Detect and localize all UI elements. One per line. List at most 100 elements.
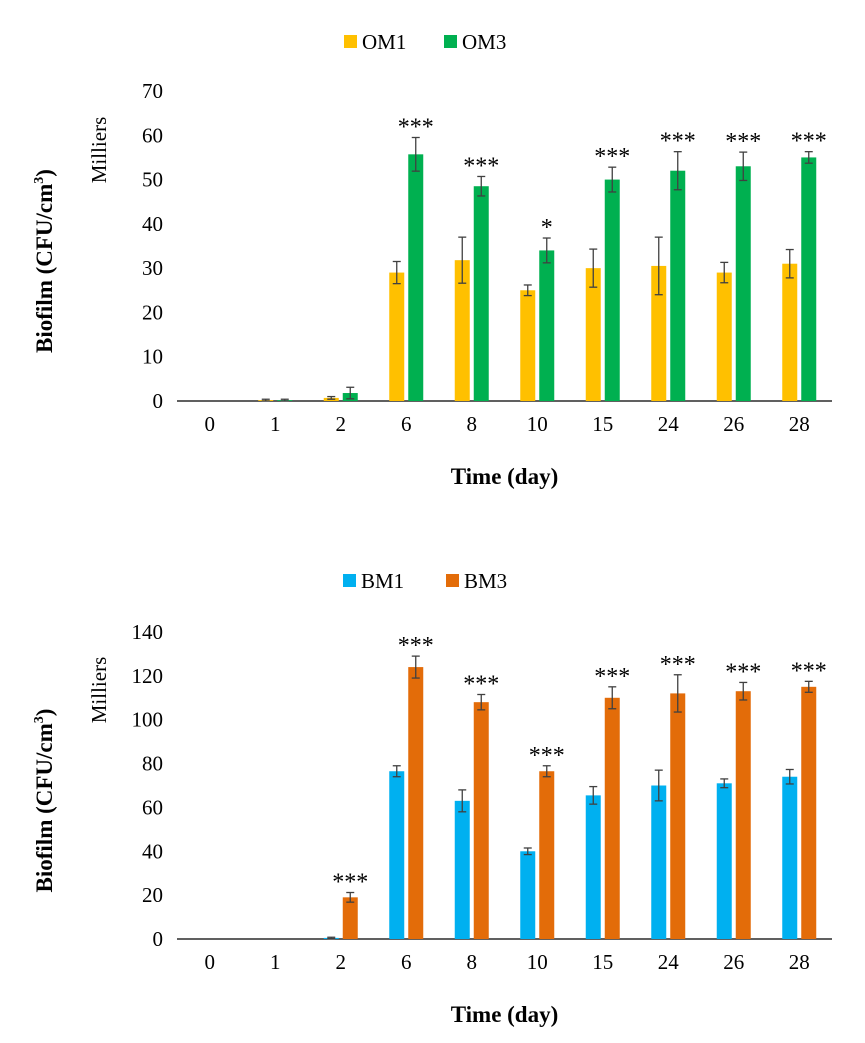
bar-om1-day-24 <box>651 265 667 401</box>
unit-label: Milliers <box>87 117 111 184</box>
unit-label: Milliers <box>87 657 111 724</box>
bar-bm1-day-26 <box>716 783 732 939</box>
bar-bm3-day-2 <box>342 897 358 939</box>
bar-om1-day-15 <box>585 268 601 401</box>
chart-bottom: 0 20 40 60 80 100 120 140 0 1 *** 2 *** 6 *** 8 *** 10 ***… <box>32 569 832 1027</box>
significance-day-2: *** <box>332 870 368 896</box>
x-tick-label: 28 <box>789 950 810 974</box>
significance-day-8: *** <box>463 153 499 179</box>
x-tick-label: 10 <box>527 412 548 436</box>
y-tick-label: 100 <box>132 708 164 732</box>
y-tick-label: 20 <box>142 300 163 324</box>
bar-om3-day-8 <box>473 186 489 401</box>
chart-top: 0 10 20 30 40 50 60 70 0 1 2 *** 6 *** 8 * 10 *** 15 *** 24 *… <box>32 30 832 489</box>
legend-swatch-om1 <box>344 35 357 48</box>
significance-day-6: *** <box>398 115 434 141</box>
significance-day-10: *** <box>529 743 565 769</box>
bar-bm3-day-8 <box>473 702 489 939</box>
x-tick-label: 8 <box>467 950 478 974</box>
bar-om3-day-26 <box>735 166 751 401</box>
significance-day-8: *** <box>463 671 499 697</box>
x-tick-label: 10 <box>527 950 548 974</box>
bar-om1-day-26 <box>716 272 732 401</box>
bar-bm1-day-28 <box>782 776 798 939</box>
x-tick-label: 26 <box>723 950 744 974</box>
y-tick-label: 0 <box>153 927 164 951</box>
y-tick-label: 10 <box>142 345 163 369</box>
y-tick-label: 70 <box>142 79 163 103</box>
x-tick-label: 15 <box>592 412 613 436</box>
x-tick-label: 1 <box>270 950 281 974</box>
bar-bm1-day-10 <box>520 851 536 939</box>
y-axis-title-close: ) <box>32 709 57 717</box>
bar-om1-day-28 <box>782 263 798 401</box>
x-tick-label: 26 <box>723 412 744 436</box>
bar-bm1-day-15 <box>585 795 601 939</box>
y-axis-title-sup: 3 <box>32 177 47 184</box>
bar-bm3-day-26 <box>735 691 751 939</box>
legend-swatch-bm3 <box>446 574 459 587</box>
y-axis-title: Biofilm (CFU/cm3) <box>32 169 57 353</box>
y-axis-title-text: Biofilm (CFU/cm <box>32 184 57 353</box>
bar-bm3-day-24 <box>670 693 686 939</box>
bar-bm1-day-6 <box>389 771 405 939</box>
bar-bm3-day-28 <box>801 686 817 939</box>
significance-day-24: *** <box>660 652 696 678</box>
y-axis-title-sup: 3 <box>32 716 47 723</box>
bar-om3-day-24 <box>670 170 686 401</box>
x-tick-label: 15 <box>592 950 613 974</box>
significance-day-24: *** <box>660 129 696 155</box>
bar-om3-day-15 <box>604 179 620 401</box>
legend-label-om3: OM3 <box>462 30 506 54</box>
y-tick-label: 60 <box>142 795 163 819</box>
x-axis-title: Time (day) <box>451 1002 559 1027</box>
bar-om1-day-10 <box>520 290 536 401</box>
significance-day-6: *** <box>398 633 434 659</box>
y-tick-label: 120 <box>132 664 164 688</box>
y-tick-label: 30 <box>142 256 163 280</box>
x-tick-label: 28 <box>789 412 810 436</box>
bar-bm3-day-10 <box>539 771 555 939</box>
legend-swatch-om3 <box>444 35 457 48</box>
significance-day-15: *** <box>594 144 630 170</box>
bar-om1-day-6 <box>389 272 405 401</box>
significance-day-15: *** <box>594 664 630 690</box>
y-tick-label: 20 <box>142 883 163 907</box>
legend-label-bm1: BM1 <box>361 569 404 593</box>
bar-om3-day-10 <box>539 250 555 401</box>
bar-om1-day-8 <box>454 260 470 401</box>
y-tick-label: 140 <box>132 620 164 644</box>
significance-day-26: *** <box>725 129 761 155</box>
x-tick-label: 24 <box>658 412 680 436</box>
bar-bm1-day-24 <box>651 785 667 939</box>
y-tick-label: 50 <box>142 168 163 192</box>
y-axis-title: Biofilm (CFU/cm3) <box>32 709 57 893</box>
y-axis-title-text: Biofilm (CFU/cm <box>32 723 57 892</box>
legend-label-om1: OM1 <box>362 30 406 54</box>
x-tick-label: 24 <box>658 950 680 974</box>
legend-swatch-bm1 <box>343 574 356 587</box>
bar-om3-day-28 <box>801 157 817 401</box>
legend-label-bm3: BM3 <box>464 569 507 593</box>
x-tick-label: 2 <box>336 412 347 436</box>
bar-bm1-day-8 <box>454 800 470 939</box>
y-tick-label: 40 <box>142 839 163 863</box>
significance-day-28: *** <box>791 129 827 155</box>
x-tick-label: 6 <box>401 950 412 974</box>
y-tick-label: 0 <box>153 389 164 413</box>
bar-om3-day-6 <box>408 154 424 401</box>
bar-bm3-day-15 <box>604 697 620 939</box>
x-tick-label: 2 <box>336 950 347 974</box>
x-tick-label: 0 <box>205 412 216 436</box>
bar-bm3-day-6 <box>408 667 424 939</box>
significance-day-26: *** <box>725 659 761 685</box>
significance-day-28: *** <box>791 658 827 684</box>
y-axis-title-close: ) <box>32 169 57 177</box>
x-axis-title: Time (day) <box>451 464 559 489</box>
x-tick-label: 1 <box>270 412 281 436</box>
y-tick-label: 40 <box>142 212 163 236</box>
significance-day-10: * <box>541 215 553 241</box>
x-tick-label: 0 <box>205 950 216 974</box>
x-tick-label: 8 <box>467 412 478 436</box>
x-tick-label: 6 <box>401 412 412 436</box>
